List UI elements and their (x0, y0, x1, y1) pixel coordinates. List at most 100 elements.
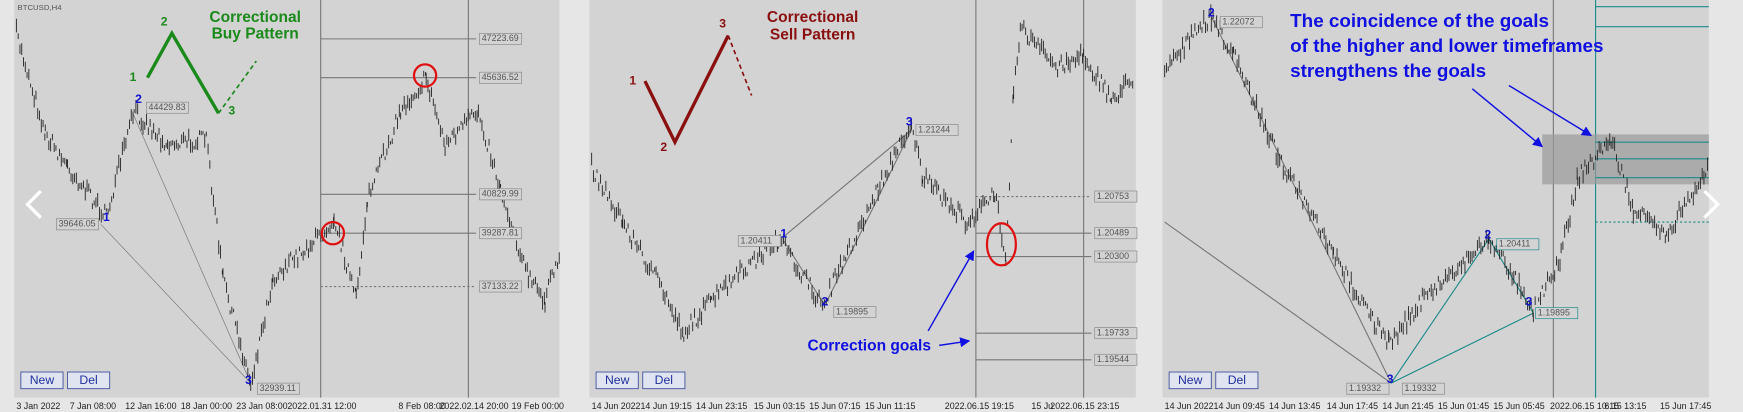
pattern-point-label: 1 (629, 73, 636, 87)
price-label: 1.19332 (1405, 383, 1437, 393)
arrows (927, 84, 1592, 348)
wave-label: 2 (1208, 6, 1215, 20)
button[interactable] (1168, 371, 1212, 390)
time-label: 18 Jan 00:00 (181, 401, 232, 411)
time-label: 14 Jun 23:15 (696, 401, 747, 411)
pattern-title: Correctional (209, 9, 300, 26)
prev-arrow[interactable] (25, 189, 43, 219)
price-label-box (1094, 353, 1138, 366)
time-label: 23 Jan 08:00 (236, 401, 287, 411)
price-label-box (1094, 250, 1138, 263)
price-label-box (1496, 238, 1540, 251)
time-label: 14 Jun 13:45 (1269, 401, 1320, 411)
price-label-box (1094, 227, 1138, 240)
price-label: 37133.22 (482, 281, 519, 291)
time-label: 14 Jun 19:15 (641, 401, 692, 411)
time-label: 7 Jan 08:00 (70, 401, 116, 411)
button-label[interactable]: New (1178, 373, 1203, 387)
price-label: 1.22072 (1222, 17, 1254, 27)
price-label: 1.20411 (1499, 239, 1530, 249)
price-label: 1.19895 (1538, 308, 1570, 318)
price-label: 32939.11 (260, 383, 296, 393)
price-label-box (737, 235, 781, 247)
price-label-box (479, 280, 523, 293)
time-label: 3 Jan 2022 (16, 401, 60, 411)
pattern-line (643, 34, 730, 146)
highlights (320, 63, 1017, 267)
button-label[interactable]: Del (1228, 373, 1246, 387)
price-bars (1164, 4, 1708, 350)
wave-label: 2 (821, 294, 828, 308)
button-label[interactable]: New (30, 373, 55, 387)
price-label: 1.20300 (1097, 251, 1129, 261)
wave-label: 2 (135, 92, 142, 106)
pattern-title: Sell Pattern (770, 27, 855, 44)
wave-label: 3 (1387, 372, 1394, 386)
button[interactable] (20, 371, 64, 390)
price-label: 1.20489 (1097, 228, 1129, 238)
next-arrow[interactable] (1703, 189, 1721, 219)
price-label-box (56, 218, 99, 231)
time-label: 14 Jun 2022 (592, 401, 641, 411)
time-label: 8 Feb 08:00 (398, 401, 445, 411)
wave-label: 3 (1526, 294, 1533, 308)
wave-label: 2 (1484, 228, 1491, 242)
price-label-box (915, 124, 959, 136)
price-label: 1.19895 (836, 306, 868, 316)
price-label: 1.20411 (740, 235, 771, 245)
price-label: 39287.81 (482, 228, 519, 238)
button[interactable] (1215, 371, 1259, 390)
pattern-dash (217, 60, 257, 114)
button-label[interactable]: Del (655, 373, 673, 387)
time-label: 14 Jun 09:45 (1214, 401, 1265, 411)
price-label-box (146, 101, 189, 114)
time-label: 14 Jun 21:45 (1382, 401, 1433, 411)
price-label: 1.20753 (1097, 191, 1129, 201)
time-label: 14 Jun 17:45 (1327, 401, 1378, 411)
price-label-box (1094, 327, 1138, 340)
time-label: 15 Jun 07:15 (809, 401, 860, 411)
time-label: 2022.02.14 20:00 (440, 401, 509, 411)
annotation: of the higher and lower timeframes (1290, 35, 1603, 56)
price-label-box (479, 32, 523, 45)
price-label-box (257, 382, 300, 395)
time-label: 2022.01.31 12:00 (287, 401, 356, 411)
time-label: 15 Jun 01:45 (1438, 401, 1489, 411)
button[interactable] (595, 371, 639, 390)
wave-label: 1 (103, 210, 110, 224)
annotation: The coincidence of the goals (1290, 10, 1549, 31)
price-label: 39646.05 (59, 219, 96, 229)
pattern-line (145, 29, 220, 115)
time-label: 2022.06.15 10:15 (1550, 401, 1619, 411)
chart-lines (100, 0, 1554, 398)
button-label[interactable]: Del (79, 373, 97, 387)
button[interactable] (642, 371, 686, 390)
time-label: 15 Jun 05:45 (1493, 401, 1544, 411)
price-label-box (1094, 190, 1138, 203)
price-label-box (479, 188, 523, 201)
pattern-point-label: 3 (719, 17, 726, 31)
price-bars (15, 18, 560, 391)
price-label-box (1535, 307, 1579, 320)
button[interactable] (67, 371, 111, 390)
price-label-box (1346, 382, 1390, 395)
annotation: strengthens the goals (1290, 60, 1486, 81)
time-label: 12 Jan 16:00 (125, 401, 176, 411)
price-label-box (1219, 16, 1263, 29)
price-label: 47223.69 (482, 33, 519, 43)
price-label: 44429.83 (149, 102, 186, 112)
price-label: 1.19733 (1097, 327, 1129, 337)
time-label: 2022.06.15 23:15 (1050, 401, 1119, 411)
panel-bg (1162, 0, 1709, 398)
pattern-point-label: 2 (161, 14, 168, 28)
time-label: 2022.06.15 19:15 (945, 401, 1014, 411)
wave-label: 3 (245, 373, 252, 387)
time-label: 15 Ju (1031, 401, 1053, 411)
pattern-title: Buy Pattern (212, 26, 299, 43)
pattern-point-label: 1 (130, 70, 137, 84)
annotation: Correction goals (808, 338, 931, 355)
price-label: 1.19544 (1097, 354, 1129, 364)
button-label[interactable]: New (605, 373, 630, 387)
symbol: BTCUSD,H4 (18, 3, 63, 12)
